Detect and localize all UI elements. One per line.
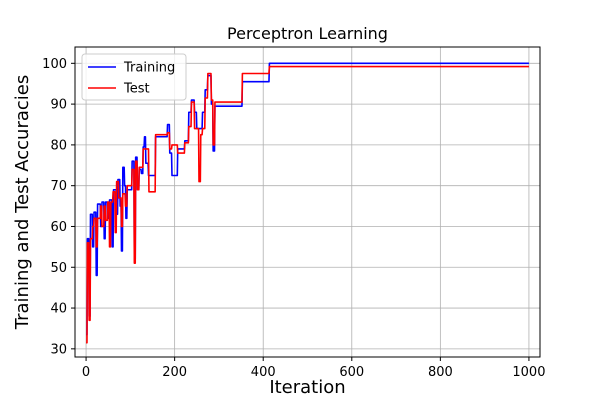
x-tick-label: 0 <box>82 365 90 380</box>
ticks: 0 200 400 600 800 1000 30 40 50 60 70 80 90 100 <box>42 57 545 380</box>
y-tick-label: 80 <box>50 138 67 153</box>
y-tick-label: 60 <box>50 220 67 235</box>
legend: Training Test <box>81 53 187 101</box>
x-axis-label: Iteration <box>269 377 345 398</box>
y-axis-label: Training and Test Accuracies <box>12 75 33 330</box>
x-tick-label: 1000 <box>512 365 545 380</box>
y-tick-label: 40 <box>50 302 67 317</box>
series-layer <box>86 62 529 344</box>
x-tick-label: 200 <box>162 365 187 380</box>
y-tick-label: 50 <box>50 261 67 276</box>
legend-label-test: Test <box>123 82 150 97</box>
legend-label-training: Training <box>123 61 175 76</box>
series-line-test <box>86 65 529 344</box>
axes-frame <box>74 46 541 358</box>
x-tick-label: 800 <box>428 365 453 380</box>
chart-title: Perceptron Learning <box>227 24 388 43</box>
y-tick-label: 70 <box>50 179 67 194</box>
y-tick-label: 30 <box>50 342 67 357</box>
y-tick-label: 100 <box>42 57 67 72</box>
y-tick-label: 90 <box>50 98 67 113</box>
x-tick-label: 600 <box>339 365 364 380</box>
x-tick-label: 400 <box>251 365 276 380</box>
